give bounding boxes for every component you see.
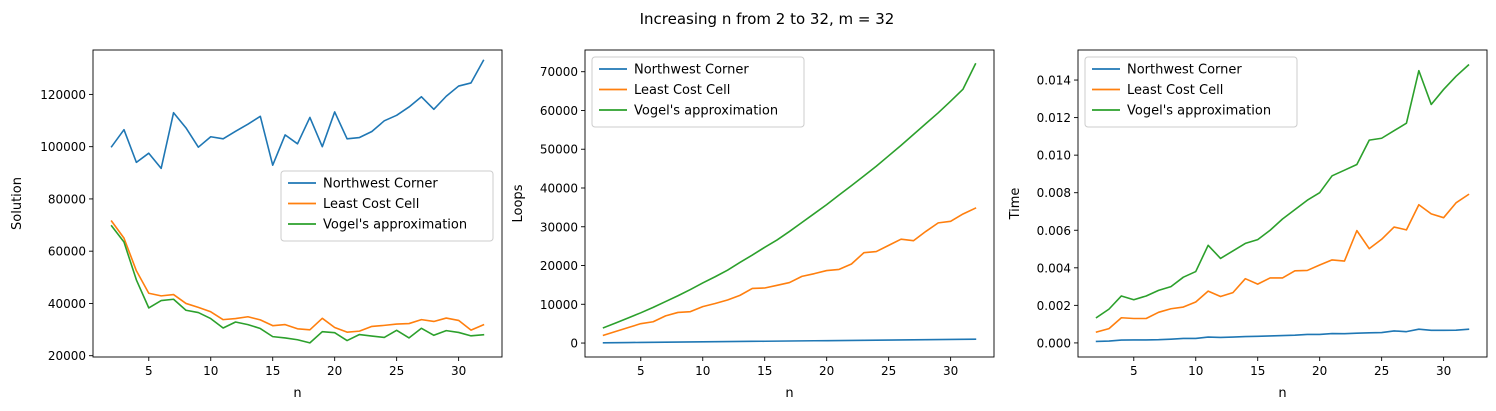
y-tick-label: 20000 xyxy=(540,259,578,273)
y-axis-label: Time xyxy=(1008,188,1023,221)
x-tick-label: 30 xyxy=(943,364,958,378)
legend-label: Northwest Corner xyxy=(634,63,749,78)
y-tick-label: 60000 xyxy=(48,245,86,259)
legend-label: Least Cost Cell xyxy=(1127,83,1223,98)
x-tick-label: 30 xyxy=(1436,364,1451,378)
legend-label: Vogel's approximation xyxy=(634,104,778,119)
x-tick-label: 10 xyxy=(695,364,710,378)
legend-label: Least Cost Cell xyxy=(323,197,419,212)
y-tick-label: 50000 xyxy=(540,143,578,157)
axes-frame xyxy=(584,49,995,358)
series-line-0 xyxy=(602,338,977,344)
x-tick-label: 15 xyxy=(757,364,772,378)
legend-box xyxy=(280,170,494,242)
x-axis-label: n xyxy=(785,386,793,401)
x-tick-label: 10 xyxy=(203,364,218,378)
legend-label: Northwest Corner xyxy=(323,177,438,192)
y-tick-label: 100000 xyxy=(40,140,86,154)
x-tick-label: 5 xyxy=(1130,364,1138,378)
y-axis-label: Solution xyxy=(10,177,25,230)
y-tick-label: 30000 xyxy=(540,220,578,234)
series-line-1 xyxy=(602,207,977,337)
legend: Northwest Corner Least Cost Cell Vogel's a… xyxy=(591,56,805,128)
x-tick-label: 5 xyxy=(637,364,645,378)
y-tick-label: 60000 xyxy=(540,104,578,118)
y-tick-label: 0.010 xyxy=(1037,149,1071,163)
y-tick-label: 40000 xyxy=(48,297,86,311)
series-line-2 xyxy=(602,62,977,329)
y-tick-label: 0 xyxy=(570,337,578,351)
legend-label: Least Cost Cell xyxy=(634,83,730,98)
solution-panel: 5 10 15 20 25 30 20000 40000 60000 80000 100000 120… xyxy=(10,49,503,401)
y-tick-label: 0.012 xyxy=(1037,111,1071,125)
x-tick-label: 20 xyxy=(327,364,342,378)
x-tick-label: 5 xyxy=(145,364,153,378)
x-tick-label: 25 xyxy=(881,364,896,378)
x-tick-label: 15 xyxy=(1250,364,1265,378)
x-tick-label: 10 xyxy=(1188,364,1203,378)
series-line-1 xyxy=(110,220,485,333)
series-line-2 xyxy=(1095,63,1470,319)
y-tick-label: 40000 xyxy=(540,181,578,195)
x-axis-label: n xyxy=(1278,386,1286,401)
y-tick-label: 20000 xyxy=(48,349,86,363)
axes-frame xyxy=(92,49,503,358)
x-tick-label: 20 xyxy=(1312,364,1327,378)
y-tick-label: 10000 xyxy=(540,298,578,312)
y-tick-label: 0.004 xyxy=(1037,261,1071,275)
x-axis-label: n xyxy=(293,386,301,401)
y-axis-label: Loops xyxy=(511,184,526,222)
legend-box xyxy=(1084,56,1298,128)
series-line-1 xyxy=(1095,193,1470,334)
legend-label: Vogel's approximation xyxy=(1127,104,1271,119)
x-tick-label: 30 xyxy=(451,364,466,378)
y-tick-label: 0.000 xyxy=(1037,336,1071,350)
x-tick-label: 15 xyxy=(265,364,280,378)
series-line-0 xyxy=(1095,328,1470,343)
figure-title: Increasing n from 2 to 32, m = 32 xyxy=(640,10,895,28)
time-panel: 5 10 15 20 25 30 0.000 0.002 0.004 0.006 0.008 0.01… xyxy=(1008,49,1488,401)
legend-box xyxy=(591,56,805,128)
x-tick-label: 20 xyxy=(819,364,834,378)
legend: Northwest Corner Least Cost Cell Vogel's a… xyxy=(280,170,494,242)
x-tick-label: 25 xyxy=(1374,364,1389,378)
y-tick-label: 120000 xyxy=(40,88,86,102)
legend: Northwest Corner Least Cost Cell Vogel's a… xyxy=(1084,56,1298,128)
x-tick-label: 25 xyxy=(389,364,404,378)
y-tick-label: 0.008 xyxy=(1037,186,1071,200)
y-tick-label: 70000 xyxy=(540,65,578,79)
axes-frame xyxy=(1077,49,1488,358)
y-tick-label: 0.002 xyxy=(1037,299,1071,313)
y-tick-label: 0.014 xyxy=(1037,74,1071,88)
y-tick-label: 0.006 xyxy=(1037,224,1071,238)
legend-label: Northwest Corner xyxy=(1127,63,1242,78)
loops-panel: 5 10 15 20 25 30 0 10000 20000 30000 40000 50000 600… xyxy=(511,49,995,401)
legend-label: Vogel's approximation xyxy=(323,218,467,233)
series-line-0 xyxy=(110,59,485,170)
y-tick-label: 80000 xyxy=(48,192,86,206)
series-line-2 xyxy=(110,224,485,344)
